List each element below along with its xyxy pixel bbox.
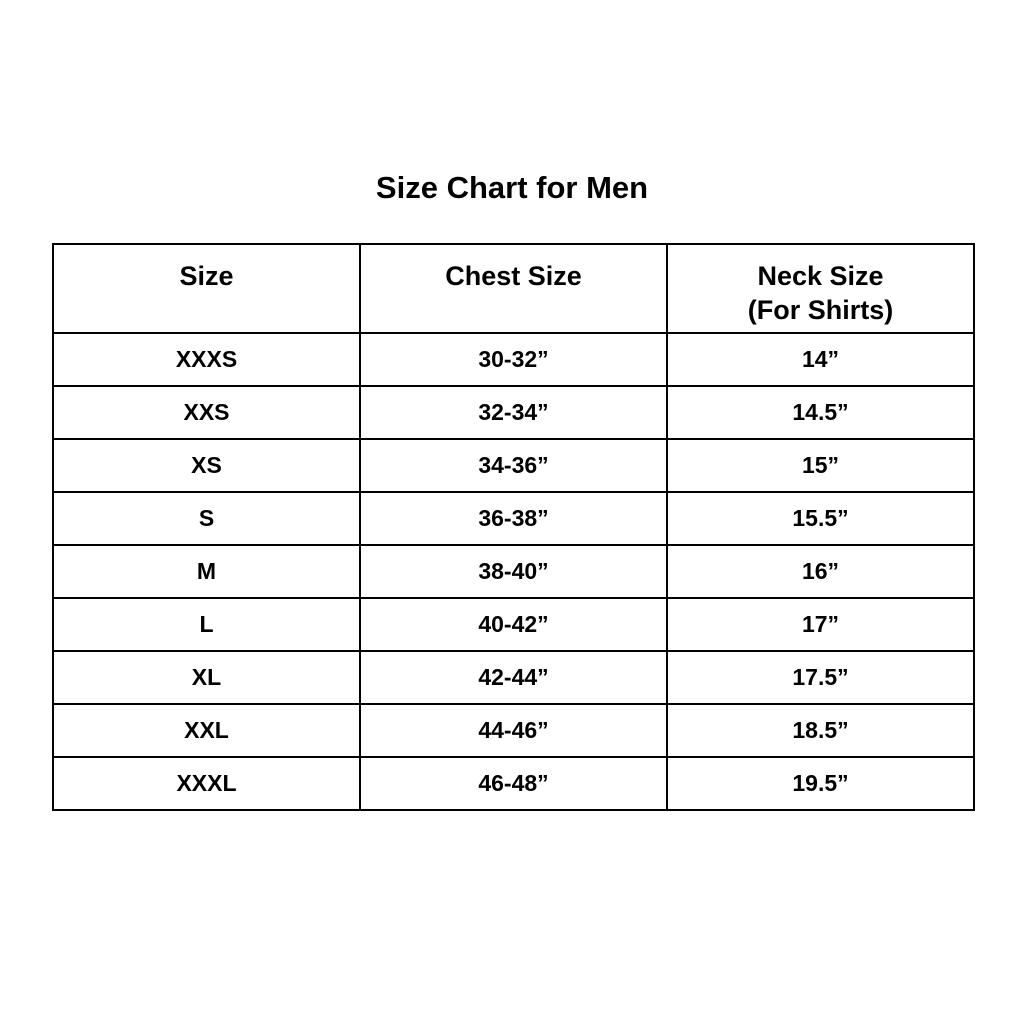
table-row: S 36-38” 15.5” — [52, 491, 975, 546]
size-cell: XXL — [52, 703, 361, 758]
chest-size-cell: 42-44” — [359, 650, 668, 705]
chest-size-cell: 34-36” — [359, 438, 668, 493]
size-cell: XL — [52, 650, 361, 705]
neck-size-cell: 18.5” — [666, 703, 975, 758]
chest-size-cell: 30-32” — [359, 332, 668, 387]
neck-size-cell: 17” — [666, 597, 975, 652]
table-row: XXL 44-46” 18.5” — [52, 703, 975, 758]
chest-size-cell: 38-40” — [359, 544, 668, 599]
table-row: M 38-40” 16” — [52, 544, 975, 599]
neck-size-cell: 16” — [666, 544, 975, 599]
header-neck-size-note: (For Shirts) — [747, 295, 894, 325]
size-cell: XS — [52, 438, 361, 493]
neck-size-cell: 15” — [666, 438, 975, 493]
table-row: XS 34-36” 15” — [52, 438, 975, 493]
neck-size-cell: 19.5” — [666, 756, 975, 811]
header-size: Size — [52, 243, 361, 334]
header-chest-size: Chest Size — [359, 243, 668, 334]
page-title: Size Chart for Men — [375, 170, 649, 205]
chest-size-cell: 40-42” — [359, 597, 668, 652]
neck-size-cell: 14.5” — [666, 385, 975, 440]
size-table: Size Chest Size Neck Size (For Shirts) X… — [52, 243, 975, 811]
header-neck-size-label: Neck Size — [757, 261, 884, 291]
size-cell: L — [52, 597, 361, 652]
size-cell: S — [52, 491, 361, 546]
table-row: XXS 32-34” 14.5” — [52, 385, 975, 440]
chest-size-cell: 44-46” — [359, 703, 668, 758]
header-neck-size: Neck Size (For Shirts) — [666, 243, 975, 334]
size-cell: XXS — [52, 385, 361, 440]
chest-size-cell: 32-34” — [359, 385, 668, 440]
table-row: L 40-42” 17” — [52, 597, 975, 652]
neck-size-cell: 15.5” — [666, 491, 975, 546]
chest-size-cell: 46-48” — [359, 756, 668, 811]
neck-size-cell: 17.5” — [666, 650, 975, 705]
size-cell: XXXL — [52, 756, 361, 811]
table-row: XL 42-44” 17.5” — [52, 650, 975, 705]
table-row: XXXS 30-32” 14” — [52, 332, 975, 387]
size-cell: M — [52, 544, 361, 599]
size-cell: XXXS — [52, 332, 361, 387]
neck-size-cell: 14” — [666, 332, 975, 387]
table-row: XXXL 46-48” 19.5” — [52, 756, 975, 811]
header-row: Size Chest Size Neck Size (For Shirts) — [52, 243, 975, 334]
chest-size-cell: 36-38” — [359, 491, 668, 546]
